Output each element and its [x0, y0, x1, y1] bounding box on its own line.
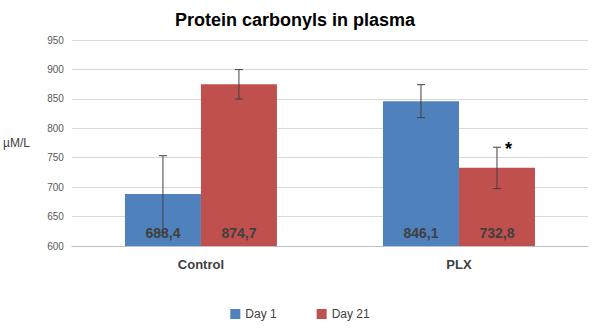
- svg-text:Day 1: Day 1: [245, 307, 277, 321]
- svg-text:750: 750: [47, 152, 64, 163]
- svg-text:874,7: 874,7: [221, 225, 256, 241]
- svg-text:688,4: 688,4: [145, 225, 181, 241]
- svg-text:800: 800: [47, 123, 64, 134]
- svg-text:µM/L: µM/L: [3, 136, 30, 150]
- svg-text:Protein carbonyls in plasma: Protein carbonyls in plasma: [175, 10, 416, 30]
- svg-text:650: 650: [47, 211, 64, 222]
- svg-text:*: *: [505, 139, 512, 159]
- svg-text:600: 600: [47, 241, 64, 252]
- svg-text:850: 850: [47, 93, 64, 104]
- svg-text:PLX: PLX: [446, 257, 472, 272]
- svg-text:846,1: 846,1: [403, 225, 438, 241]
- svg-text:950: 950: [47, 35, 64, 46]
- svg-text:Day 21: Day 21: [332, 307, 370, 321]
- svg-text:900: 900: [47, 64, 64, 75]
- svg-text:Control: Control: [178, 257, 224, 272]
- svg-text:732,8: 732,8: [479, 225, 514, 241]
- svg-text:700: 700: [47, 182, 64, 193]
